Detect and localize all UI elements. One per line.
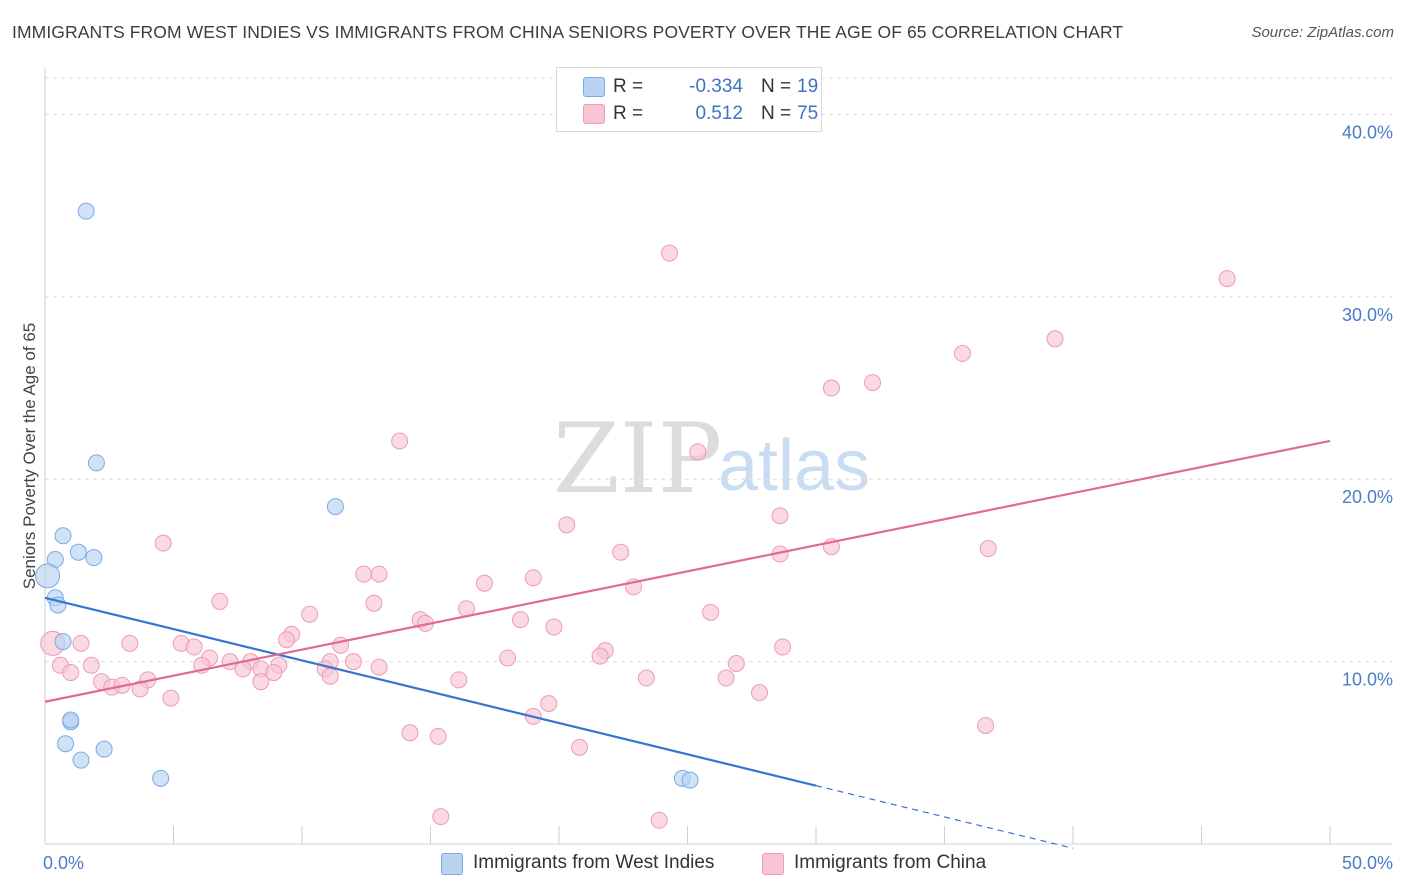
point-china: [450, 671, 468, 689]
point-china: [571, 738, 589, 756]
point-china: [545, 618, 563, 636]
point-west-indies: [326, 498, 344, 516]
legend-swatch-west-indies: [583, 77, 605, 97]
x-tick-label: 0.0%: [43, 853, 84, 873]
point-china: [1046, 330, 1064, 348]
legend-swatch-china: [583, 104, 605, 124]
point-west-indies: [69, 543, 87, 561]
point-china: [499, 649, 517, 667]
point-china: [637, 669, 655, 687]
bottom-legend-label-china: Immigrants from China: [794, 852, 987, 873]
point-china: [953, 344, 971, 362]
point-china: [401, 724, 419, 742]
point-china: [82, 656, 100, 674]
point-china: [774, 638, 792, 656]
point-china: [475, 574, 493, 592]
y-tick-label: 30.0%: [1342, 305, 1393, 325]
point-china: [429, 727, 447, 745]
point-china: [370, 658, 388, 676]
point-china: [278, 631, 296, 649]
point-west-indies: [62, 711, 80, 729]
point-china: [727, 654, 745, 672]
y-tick-label: 40.0%: [1342, 122, 1393, 142]
watermark-atlas: atlas: [718, 426, 870, 506]
bottom-legend-swatch-west-indies: [441, 853, 463, 875]
point-china: [391, 432, 409, 450]
legend-n-label: N =: [761, 103, 792, 124]
point-china: [344, 653, 362, 671]
point-china: [979, 540, 997, 558]
point-china: [702, 603, 720, 621]
point-west-indies: [87, 454, 105, 472]
point-china: [365, 594, 383, 612]
point-china: [612, 543, 630, 561]
point-china: [771, 507, 789, 525]
gridlines: [45, 77, 1392, 663]
axes: [44, 68, 1392, 845]
point-china: [750, 684, 768, 702]
point-west-indies: [72, 751, 90, 769]
point-west-indies: [152, 769, 170, 787]
x-tick-label: 50.0%: [1342, 853, 1393, 873]
y-tick-label: 10.0%: [1342, 670, 1393, 690]
tick-labels: 10.0% 20.0% 30.0% 40.0% 0.0% 50.0%: [43, 122, 1393, 873]
bottom-legend-swatch-china: [762, 853, 784, 875]
point-china: [321, 667, 339, 685]
point-china: [977, 716, 995, 734]
point-china: [650, 811, 668, 829]
point-china: [62, 664, 80, 682]
point-china: [131, 680, 149, 698]
legend-r-label: R =: [613, 103, 644, 124]
point-china: [689, 443, 707, 461]
point-china: [511, 611, 529, 629]
point-china: [211, 592, 229, 610]
point-west-indies: [54, 527, 72, 545]
bottom-legend-label-west-indies: Immigrants from West Indies: [473, 852, 715, 873]
point-china: [162, 689, 180, 707]
point-china: [121, 634, 139, 652]
trend-lines: [44, 439, 1331, 849]
point-china: [370, 565, 388, 583]
point-west-indies: [54, 633, 72, 651]
point-china: [265, 664, 283, 682]
legend-n-label: N =: [761, 76, 792, 97]
point-west-indies: [95, 740, 113, 758]
trend-line-west-indies: [44, 596, 817, 787]
point-china: [154, 534, 172, 552]
point-west-indies: [57, 735, 75, 753]
point-china: [558, 516, 576, 534]
point-china: [301, 605, 319, 623]
chart-title: IMMIGRANTS FROM WEST INDIES VS IMMIGRANT…: [12, 22, 1124, 42]
stats-legend: R = -0.334 N = 19 R = 0.512 N = 75: [556, 67, 822, 132]
point-west-indies: [85, 549, 103, 567]
point-china: [355, 565, 373, 583]
legend-n-value: 75: [797, 103, 819, 124]
trend-line-west-indies-extension: [815, 785, 1074, 849]
point-china: [822, 379, 840, 397]
point-china: [185, 638, 203, 656]
point-china: [540, 695, 558, 713]
point-china: [591, 647, 609, 665]
legend-r-value: -0.334: [689, 76, 743, 97]
source-credit: Source: ZipAtlas.com: [1251, 24, 1394, 41]
data-points: [35, 202, 1236, 829]
point-west-indies: [35, 563, 61, 589]
legend-r-label: R =: [613, 76, 644, 97]
trend-line-china: [44, 439, 1331, 703]
y-tick-label: 20.0%: [1342, 487, 1393, 507]
legend-r-value: 0.512: [695, 103, 743, 124]
legend-n-value: 19: [797, 76, 819, 97]
point-west-indies: [681, 771, 699, 789]
point-china: [524, 569, 542, 587]
point-west-indies: [77, 202, 95, 220]
point-china: [661, 244, 679, 262]
point-china: [717, 669, 735, 687]
point-china: [432, 808, 450, 826]
point-china: [864, 374, 882, 392]
point-china: [252, 673, 270, 691]
point-china: [72, 634, 90, 652]
point-china: [1218, 270, 1236, 288]
